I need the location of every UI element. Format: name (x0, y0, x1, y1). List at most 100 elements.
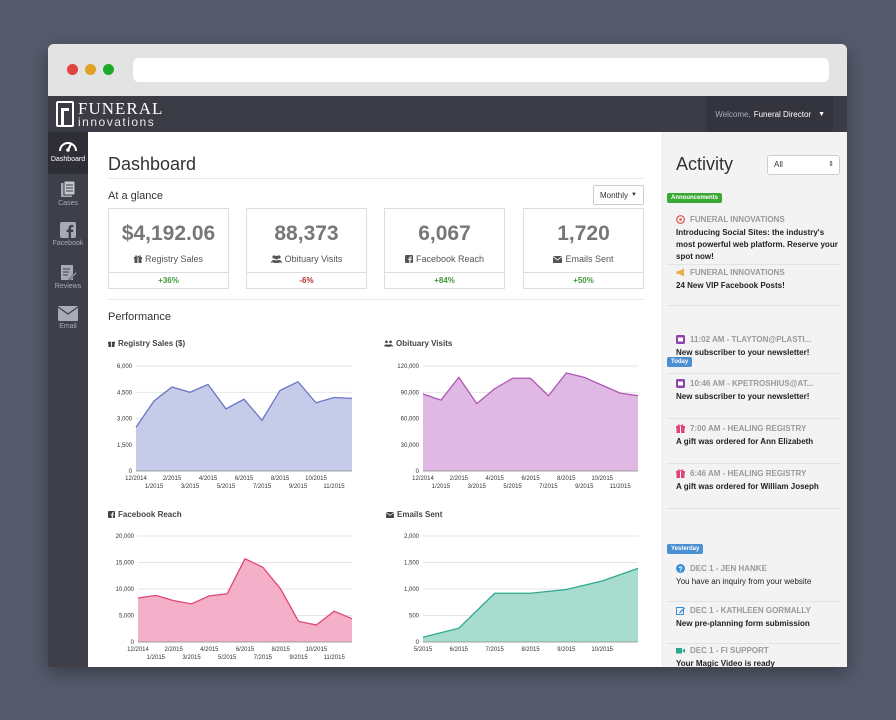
dashboard-icon (59, 142, 77, 152)
newsletter-icon (676, 334, 685, 344)
sidebar-item-label: Reviews (54, 283, 82, 290)
series-line (422, 372, 639, 405)
group-badge-announcements: Announcements (667, 193, 723, 203)
stat-card-registry-sales[interactable]: $4,192.06 Registry Sales +36% (108, 208, 229, 289)
activity-item-source: DEC 1 - KATHLEEN GORMALLY (690, 605, 811, 615)
sidebar-item-cases[interactable]: Cases (48, 174, 88, 216)
activity-panel: Activity All ⇕ Announcements Today Yeste… (661, 132, 847, 667)
close-window-button[interactable] (67, 64, 78, 75)
logo[interactable]: FUNERAL innovations (56, 100, 163, 128)
activity-item[interactable]: 6:46 AM - HEALING REGISTRY A gift was ord… (667, 467, 841, 509)
svg-text:?: ? (678, 566, 682, 573)
facebook-icon (108, 511, 115, 518)
stat-card-facebook-reach[interactable]: 6,067 Facebook Reach +84% (384, 208, 505, 289)
stat-value: 88,373 (274, 222, 339, 245)
stat-card-obituary-visits[interactable]: 88,373 Obituary Visits -6% (246, 208, 367, 289)
chart-title-registry-sales: Registry Sales ($) (108, 339, 185, 348)
y-tick-label: 20,000 (116, 534, 135, 540)
address-bar[interactable] (133, 58, 829, 82)
logo-mark-icon (56, 101, 74, 127)
activity-item[interactable]: DEC 1 - KATHLEEN GORMALLY New pre-plannin… (667, 604, 841, 644)
activity-filter-select[interactable]: All ⇕ (767, 155, 840, 175)
logo-title: FUNERAL (78, 99, 164, 118)
stat-change: +36% (109, 272, 228, 288)
x-tick-label: 3/2015 (468, 484, 487, 490)
x-tick-label: 4/2015 (199, 476, 218, 482)
activity-item-header: FUNERAL INNOVATIONS (667, 266, 841, 278)
y-tick-label: 10,000 (116, 587, 135, 593)
area-fill (423, 568, 638, 642)
sidebar-item-label: Dashboard (50, 156, 86, 163)
activity-item-source: 7:00 AM - HEALING REGISTRY (690, 423, 807, 433)
dashboard-main: Dashboard At a glance Monthly ▼ $4,192.0… (88, 132, 661, 667)
activity-item[interactable]: 10:46 AM - KPETROSHIUS@AT... New subscrib… (667, 377, 841, 419)
activity-item[interactable]: DEC 1 - FI SUPPORT Your Magic Video is re… (667, 644, 841, 667)
x-tick-label: 9/2015 (289, 655, 308, 661)
chart-title-text: Facebook Reach (118, 510, 182, 519)
activity-item-header: 10:46 AM - KPETROSHIUS@AT... (667, 377, 841, 389)
app-header: FUNERAL innovations Welcome, Funeral Dir… (48, 96, 847, 132)
x-tick-label: 12/2014 (127, 647, 149, 653)
area-fill (136, 381, 352, 471)
x-tick-label: 6/2015 (450, 647, 469, 653)
period-dropdown[interactable]: Monthly ▼ (593, 185, 644, 205)
group-badge-today: Today (667, 357, 693, 367)
stat-label: Obituary Visits (284, 254, 343, 264)
activity-item-source: 10:46 AM - KPETROSHIUS@AT... (690, 378, 814, 388)
activity-item-source: DEC 1 - JEN HANKE (690, 563, 767, 573)
x-tick-label: 6/2015 (235, 476, 254, 482)
edit-icon (676, 606, 685, 615)
y-tick-label: 5,000 (119, 614, 135, 620)
maximize-window-button[interactable] (103, 64, 114, 75)
y-tick-label: 6,000 (117, 364, 133, 370)
facebook-reach-chart: 20,000 15,000 10,000 5,000 012/2014 2/2015 4/2… (116, 534, 353, 661)
activity-item[interactable]: FUNERAL INNOVATIONS 24 New VIP Facebook P… (667, 266, 841, 306)
period-value: Monthly (600, 190, 629, 200)
activity-item[interactable]: FUNERAL INNOVATIONS Introducing Social Si… (667, 213, 841, 265)
welcome-prefix: Welcome, (715, 109, 751, 119)
y-tick-label: 60,000 (401, 417, 420, 423)
x-tick-label: 1/2015 (432, 484, 451, 490)
chart-title-obituary-visits: Obituary Visits (384, 339, 452, 348)
series-line (137, 557, 353, 626)
x-tick-label: 3/2015 (182, 655, 201, 661)
activity-item[interactable]: ? DEC 1 - JEN HANKE You have an inquiry fr… (667, 562, 841, 602)
x-tick-label: 1/2015 (145, 484, 164, 490)
performance-heading: Performance (108, 311, 171, 323)
glance-heading: At a glance (108, 190, 164, 202)
x-tick-label: 5/2015 (217, 484, 236, 490)
activity-item-text: You have an inquiry from your website (676, 577, 812, 586)
y-tick-label: 0 (129, 469, 133, 475)
sidebar-item-reviews[interactable]: Reviews (48, 258, 88, 300)
stat-label: Facebook Reach (415, 254, 485, 264)
y-tick-label: 30,000 (401, 443, 420, 449)
emails-sent-chart: 2,000 1,500 1,000 500 05/2015 6/2015 7/2015 8/2… (404, 534, 639, 653)
gift-icon (133, 255, 142, 263)
activity-item[interactable]: 11:02 AM - TLAYTON@PLASTI... New subscrib… (667, 333, 841, 374)
x-tick-label: 11/2015 (324, 655, 346, 661)
x-tick-label: 7/2015 (485, 647, 504, 653)
activity-item-header: FUNERAL INNOVATIONS (667, 213, 841, 225)
stat-card-emails-sent[interactable]: 1,720 Emails Sent +50% (523, 208, 644, 289)
series-line (135, 380, 353, 428)
x-tick-label: 5/2015 (218, 655, 237, 661)
minimize-window-button[interactable] (85, 64, 96, 75)
group-badge-yesterday: Yesterday (667, 544, 704, 554)
x-tick-label: 10/2015 (305, 476, 327, 482)
activity-item-source: DEC 1 - FI SUPPORT (690, 645, 769, 655)
x-tick-label: 6/2015 (521, 476, 540, 482)
activity-item-header: 6:46 AM - HEALING REGISTRY (667, 467, 841, 479)
x-tick-label: 4/2015 (200, 647, 219, 653)
sidebar-item-email[interactable]: Email (48, 300, 88, 342)
activity-item-text: A gift was ordered for Ann Elizabeth (676, 437, 814, 446)
activity-item[interactable]: 7:00 AM - HEALING REGISTRY A gift was ord… (667, 422, 841, 464)
sidebar-item-facebook[interactable]: Facebook (48, 216, 88, 258)
sidebar-item-dashboard[interactable]: Dashboard (48, 132, 88, 174)
stat-change: +84% (385, 272, 504, 288)
x-tick-label: 7/2015 (253, 484, 272, 490)
stat-change: +50% (524, 272, 643, 288)
user-menu[interactable]: Welcome, Funeral Director ▼ (707, 96, 833, 132)
envelope-icon (386, 511, 394, 518)
y-tick-label: 1,000 (404, 587, 420, 593)
x-tick-label: 11/2015 (323, 484, 345, 490)
